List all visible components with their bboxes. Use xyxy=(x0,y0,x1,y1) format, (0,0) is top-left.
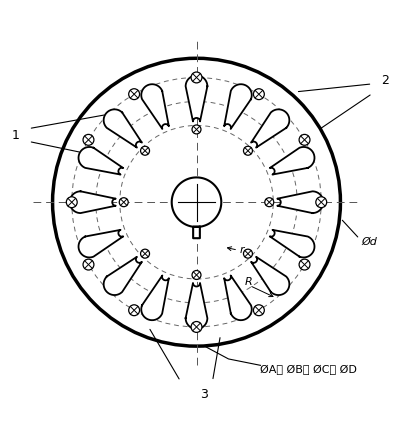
Text: Ød: Ød xyxy=(361,237,377,247)
Circle shape xyxy=(191,72,202,83)
Circle shape xyxy=(66,197,77,208)
Circle shape xyxy=(141,249,150,258)
Polygon shape xyxy=(270,147,315,175)
Text: R: R xyxy=(245,277,252,287)
Polygon shape xyxy=(251,109,289,147)
Circle shape xyxy=(299,259,310,270)
Circle shape xyxy=(316,197,327,208)
Polygon shape xyxy=(277,191,324,213)
Circle shape xyxy=(129,305,139,316)
Circle shape xyxy=(83,259,94,270)
Circle shape xyxy=(53,58,340,346)
Polygon shape xyxy=(79,147,123,175)
Text: 3: 3 xyxy=(200,387,209,401)
Polygon shape xyxy=(103,109,142,147)
Polygon shape xyxy=(224,276,252,320)
Circle shape xyxy=(192,125,201,134)
Circle shape xyxy=(243,249,252,258)
Polygon shape xyxy=(186,283,207,329)
Text: 1: 1 xyxy=(12,129,20,141)
Polygon shape xyxy=(79,230,123,258)
Circle shape xyxy=(141,146,150,155)
Circle shape xyxy=(192,270,201,280)
Polygon shape xyxy=(103,257,142,295)
Polygon shape xyxy=(70,191,116,213)
Polygon shape xyxy=(270,230,315,258)
Circle shape xyxy=(265,198,274,207)
Circle shape xyxy=(83,135,94,145)
Polygon shape xyxy=(224,84,252,129)
Polygon shape xyxy=(141,84,169,129)
Polygon shape xyxy=(172,178,221,238)
Polygon shape xyxy=(186,75,207,121)
Circle shape xyxy=(243,146,252,155)
Text: ØA， ØB， ØC， ØD: ØA， ØB， ØC， ØD xyxy=(261,365,357,375)
Circle shape xyxy=(129,89,139,100)
Circle shape xyxy=(299,135,310,145)
Polygon shape xyxy=(251,257,289,295)
Text: r: r xyxy=(240,245,244,255)
Circle shape xyxy=(119,198,128,207)
Text: 2: 2 xyxy=(381,74,389,87)
Circle shape xyxy=(191,322,202,332)
Circle shape xyxy=(254,305,264,316)
Polygon shape xyxy=(141,276,169,320)
Circle shape xyxy=(254,89,264,100)
